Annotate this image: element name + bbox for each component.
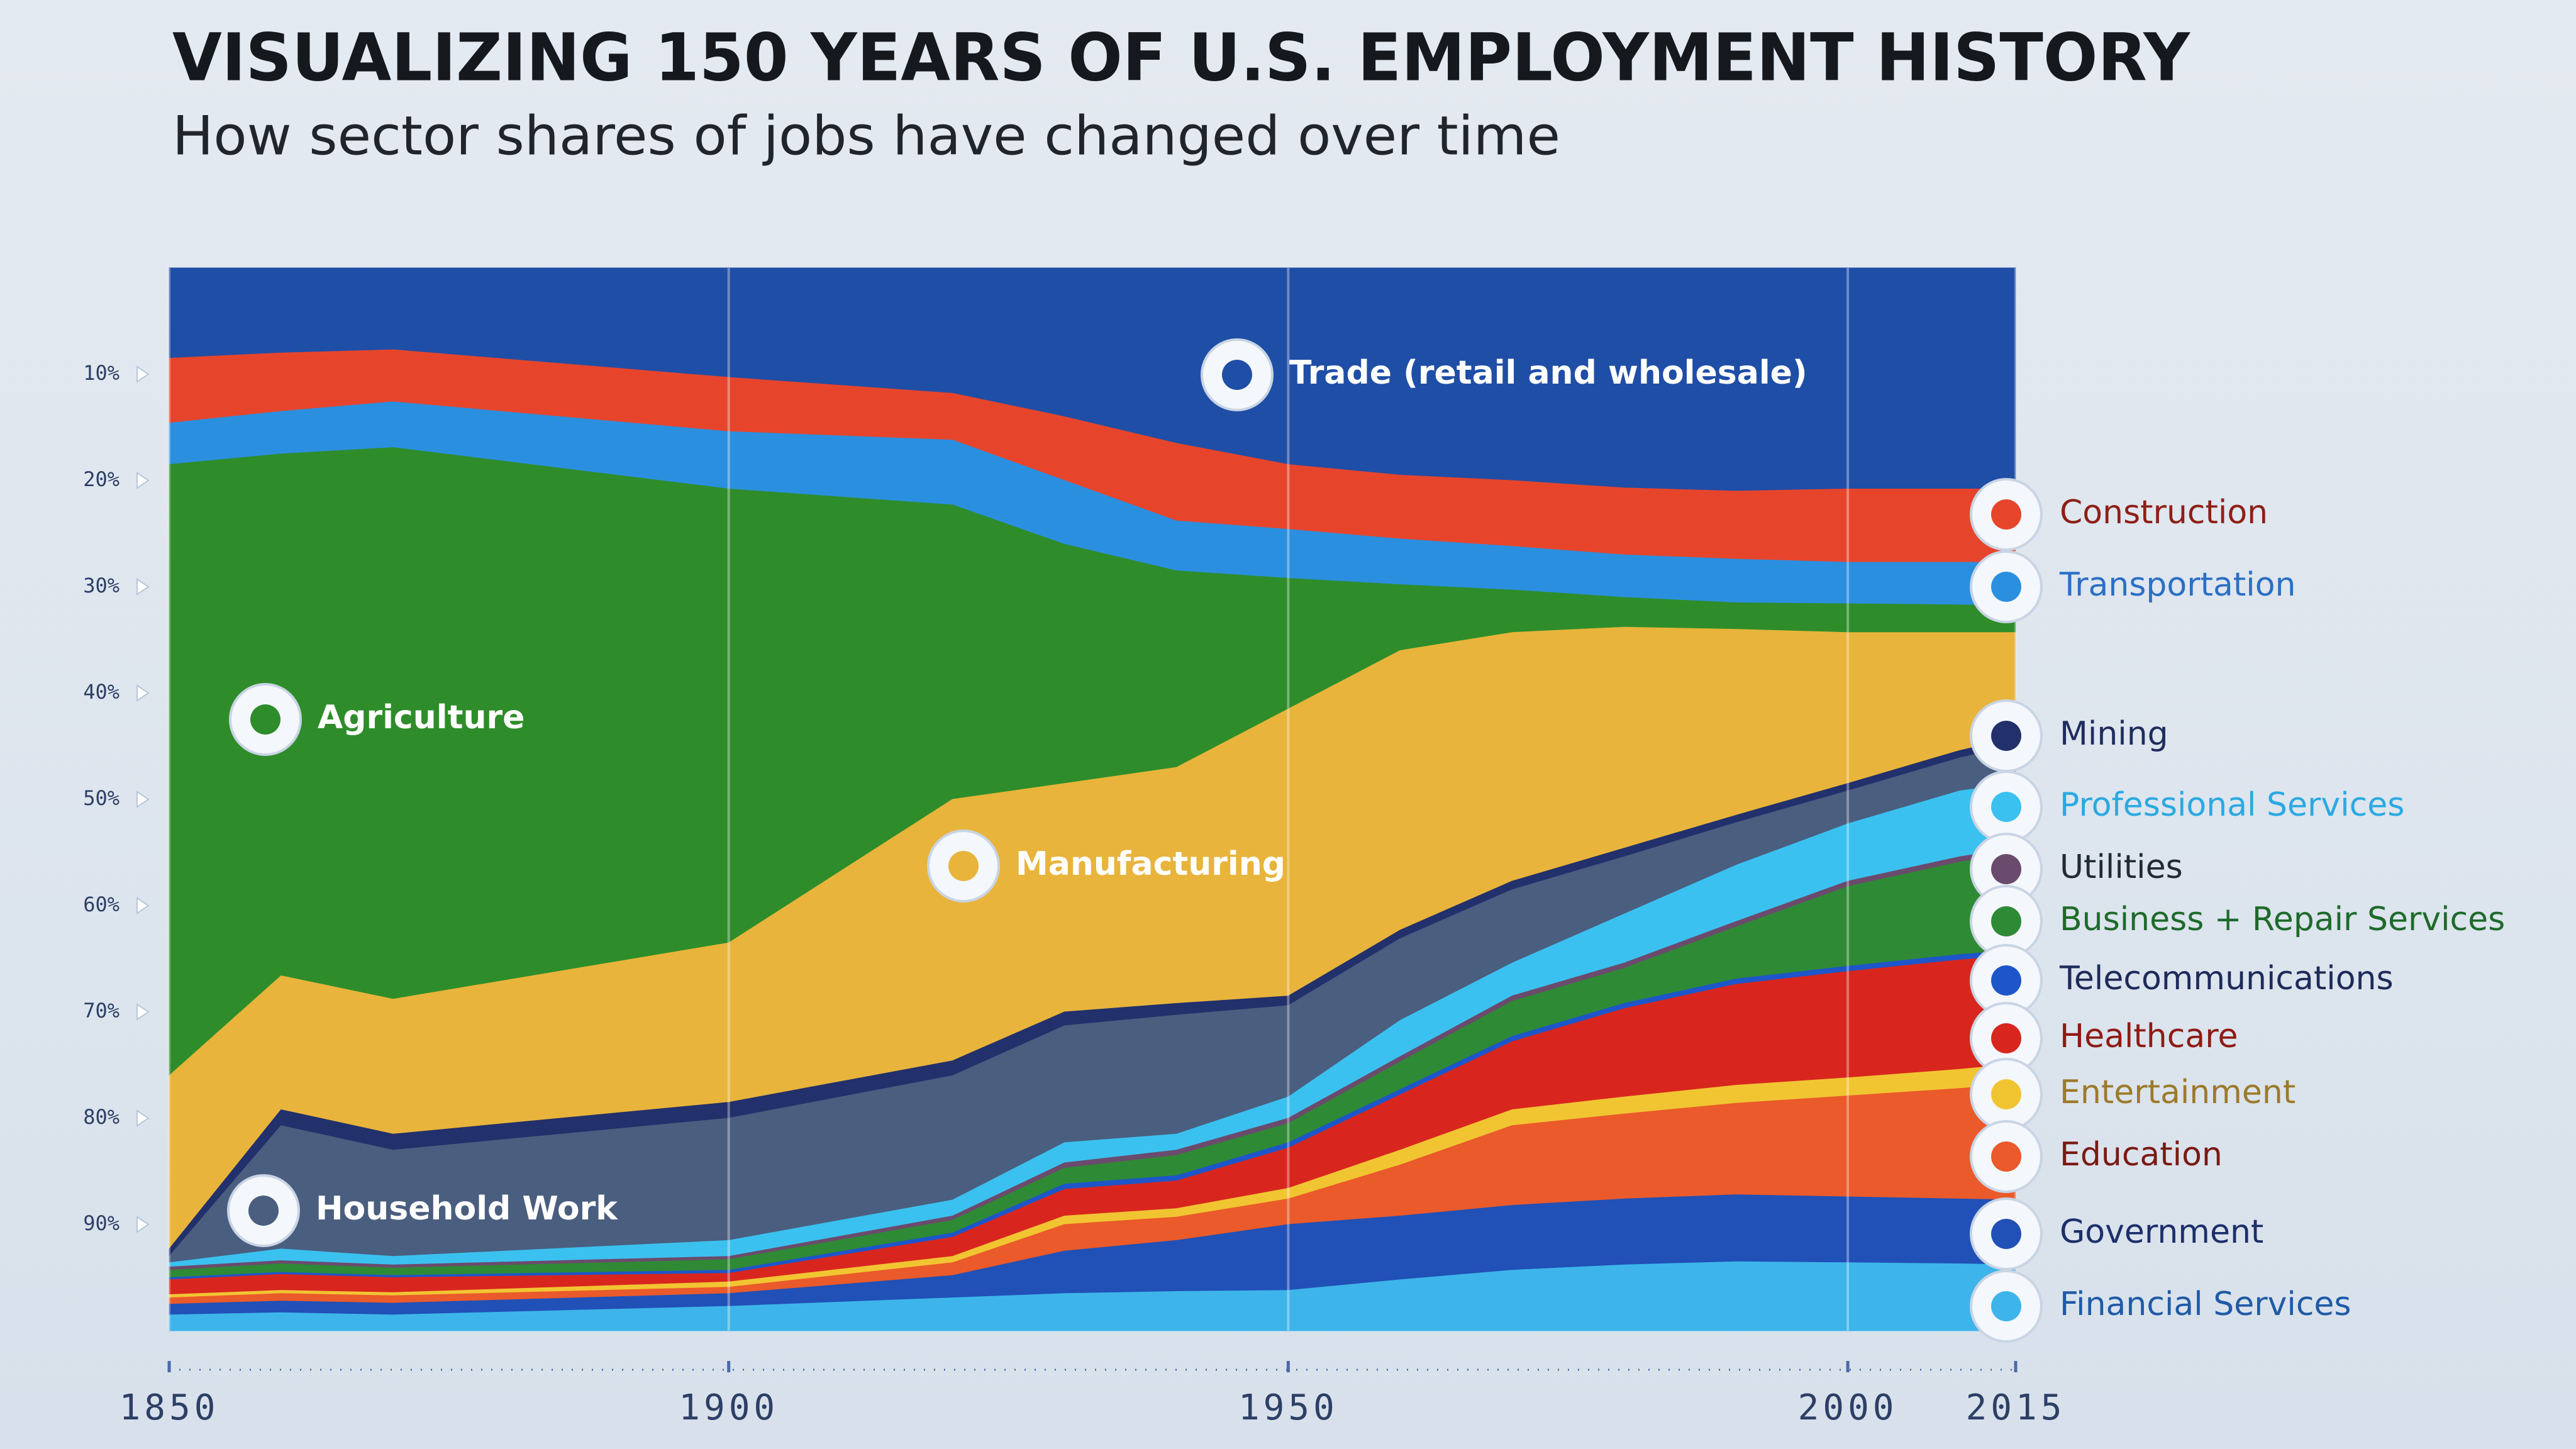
legend-icon-glyph (1991, 1079, 2021, 1109)
legend-label: Transportation (2059, 566, 2296, 604)
legend-icon-glyph (1991, 1219, 2021, 1249)
y-tick-mark (136, 578, 150, 596)
series-label: Manufacturing (1016, 845, 1285, 883)
legend-icon-glyph (1991, 792, 2021, 822)
x-tick-label: 2015 (1966, 1387, 2066, 1428)
legend-icon-glyph (248, 1196, 279, 1226)
y-tick-mark (136, 1216, 150, 1233)
y-tick-label: 90% (83, 1211, 119, 1235)
legend-icon-glyph (1991, 499, 2021, 530)
y-tick-mark (136, 897, 150, 914)
legend-label: Utilities (2060, 848, 2183, 886)
y-tick-mark (136, 472, 150, 489)
legend-icon-glyph (948, 851, 979, 881)
legend-label: Business + Repair Services (2060, 901, 2505, 938)
legend-icon-glyph (1991, 721, 2021, 751)
legend-label: Telecommunications (2059, 960, 2394, 997)
legend-label: Professional Services (2060, 786, 2404, 824)
legend-icon-glyph (1991, 965, 2021, 996)
y-tick-label: 40% (83, 680, 119, 704)
y-tick-label: 70% (83, 999, 119, 1023)
y-tick-mark (136, 365, 150, 383)
y-tick-label: 80% (83, 1105, 119, 1129)
legend-label: Financial Services (2060, 1285, 2351, 1323)
legend-label: Education (2060, 1136, 2223, 1174)
y-tick-label: 20% (83, 467, 119, 491)
x-tick-label: 1950 (1238, 1387, 1338, 1428)
chart-subtitle: How sector shares of jobs have changed o… (172, 104, 1560, 167)
plot-area (169, 267, 2016, 1331)
y-tick-mark (136, 1109, 150, 1127)
x-tick-label: 1900 (679, 1387, 779, 1428)
legend-label: Government (2060, 1213, 2263, 1251)
series-label: Agriculture (318, 699, 525, 736)
x-tick-label: 1850 (119, 1387, 219, 1428)
y-tick-label: 30% (83, 574, 119, 597)
legend-icon-glyph (1222, 360, 1252, 390)
legend-icon-glyph (1991, 1291, 2021, 1321)
y-tick-label: 60% (83, 892, 119, 916)
legend-icon-glyph (1991, 1023, 2021, 1053)
y-tick-label: 10% (83, 361, 119, 385)
y-tick-mark (136, 791, 150, 808)
series-label: Household Work (316, 1190, 618, 1228)
legend-label: Construction (2060, 494, 2268, 531)
legend-icon-glyph (1991, 1141, 2021, 1172)
chart-title: VISUALIZING 150 YEARS OF U.S. EMPLOYMENT… (172, 19, 2191, 96)
legend-label: Healthcare (2060, 1018, 2238, 1055)
legend-icon-glyph (1991, 906, 2021, 936)
legend-label: Entertainment (2060, 1074, 2296, 1111)
y-tick-mark (136, 684, 150, 702)
legend-icon-glyph (1991, 854, 2021, 884)
y-tick-mark (136, 1003, 150, 1021)
legend-label: Mining (2060, 715, 2168, 753)
legend-icon-glyph (1991, 572, 2021, 602)
legend-icon-glyph (250, 704, 280, 735)
y-tick-label: 50% (83, 786, 119, 810)
series-label: Trade (retail and wholesale) (1289, 354, 1807, 392)
x-tick-label: 2000 (1798, 1387, 1898, 1428)
